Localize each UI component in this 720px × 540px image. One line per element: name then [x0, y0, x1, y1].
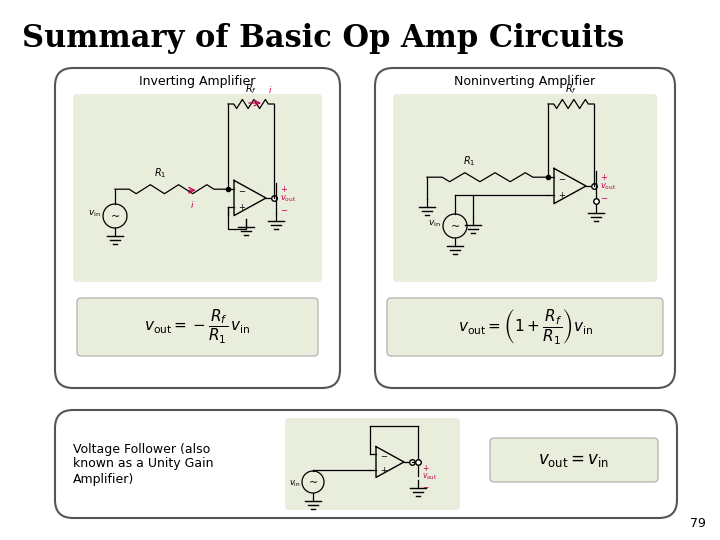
Text: $+$: $+$ — [280, 184, 288, 194]
Text: $R_1$: $R_1$ — [154, 166, 166, 180]
Text: Noninverting Amplifier: Noninverting Amplifier — [454, 76, 595, 89]
Text: $v_{\rm out}$: $v_{\rm out}$ — [600, 182, 616, 192]
Text: Voltage Follower (also
known as a Unity Gain
Amplifier): Voltage Follower (also known as a Unity … — [73, 442, 214, 485]
Text: ~: ~ — [110, 212, 120, 222]
FancyBboxPatch shape — [285, 418, 460, 510]
Text: Summary of Basic Op Amp Circuits: Summary of Basic Op Amp Circuits — [22, 23, 624, 53]
Text: $+$: $+$ — [380, 465, 388, 475]
Text: $v_{\mathrm{out}} = v_{\mathrm{in}}$: $v_{\mathrm{out}} = v_{\mathrm{in}}$ — [539, 451, 610, 469]
Text: $-$: $-$ — [238, 185, 246, 194]
Text: $v_{\rm in}$: $v_{\rm in}$ — [289, 479, 301, 489]
Text: $v_{\rm out}$: $v_{\rm out}$ — [422, 471, 437, 482]
Text: $-$: $-$ — [422, 481, 430, 490]
Text: ~: ~ — [451, 222, 459, 232]
FancyBboxPatch shape — [73, 94, 322, 282]
Text: $-$: $-$ — [558, 173, 566, 181]
Text: ~: ~ — [308, 478, 318, 488]
Text: $i$: $i$ — [190, 199, 194, 210]
Text: $+$: $+$ — [422, 463, 430, 473]
Text: $v_{\rm in}$: $v_{\rm in}$ — [428, 219, 441, 230]
Text: Inverting Amplifier: Inverting Amplifier — [139, 76, 256, 89]
FancyBboxPatch shape — [387, 298, 663, 356]
Text: $-$: $-$ — [600, 192, 608, 201]
FancyBboxPatch shape — [55, 410, 677, 518]
Text: $-$: $-$ — [280, 204, 288, 213]
Text: $R_f$: $R_f$ — [245, 82, 257, 96]
Text: $i$: $i$ — [268, 84, 272, 95]
Text: $v_{\mathrm{out}} = \left(1 + \dfrac{R_f}{R_1}\right) v_{\mathrm{in}}$: $v_{\mathrm{out}} = \left(1 + \dfrac{R_f… — [457, 307, 593, 347]
Text: $+$: $+$ — [558, 190, 566, 200]
FancyBboxPatch shape — [375, 68, 675, 388]
FancyBboxPatch shape — [55, 68, 340, 388]
FancyBboxPatch shape — [393, 94, 657, 282]
Text: $+$: $+$ — [600, 172, 608, 182]
Text: $+$: $+$ — [238, 202, 246, 212]
FancyBboxPatch shape — [77, 298, 318, 356]
Text: $v_{\mathrm{out}} = -\dfrac{R_f}{R_1}\, v_{\mathrm{in}}$: $v_{\mathrm{out}} = -\dfrac{R_f}{R_1}\, … — [144, 308, 251, 346]
Text: $v_{\rm in}$: $v_{\rm in}$ — [89, 209, 101, 219]
Text: 79: 79 — [690, 517, 706, 530]
Text: $R_f$: $R_f$ — [565, 82, 577, 96]
Text: $R_1$: $R_1$ — [463, 154, 475, 168]
FancyBboxPatch shape — [490, 438, 658, 482]
Text: $v_{\rm out}$: $v_{\rm out}$ — [280, 194, 297, 205]
Text: $-$: $-$ — [380, 450, 388, 459]
